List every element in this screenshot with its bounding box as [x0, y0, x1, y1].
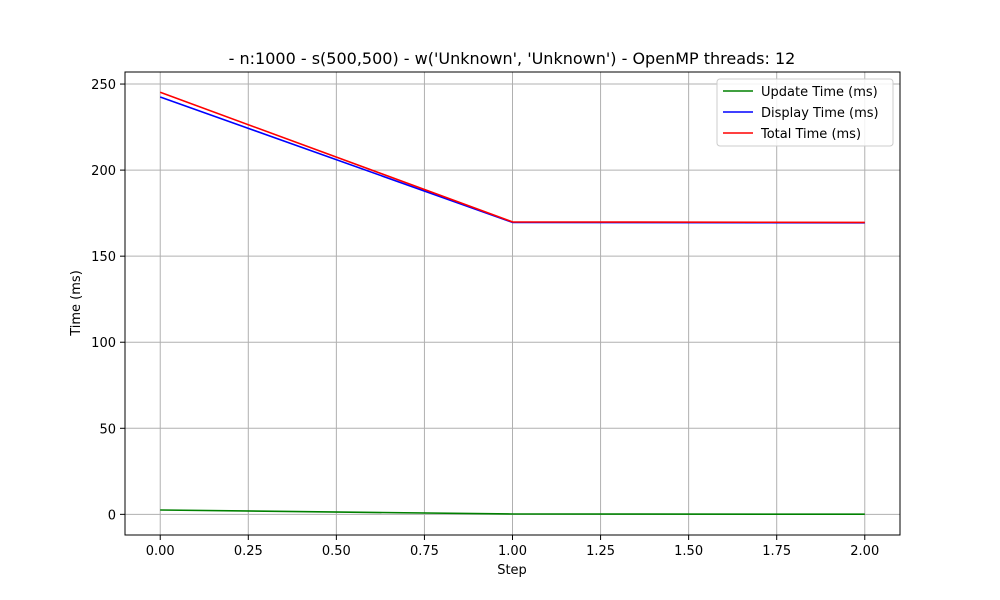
legend: Update Time (ms) Display Time (ms) Total T… — [716, 78, 894, 147]
y-axis-label: Time (ms) — [69, 270, 84, 337]
series-lines — [159, 91, 865, 516]
x-tick-label: 0.50 — [322, 544, 351, 559]
y-tick-label: 250 — [91, 78, 116, 93]
series-line-0 — [160, 509, 865, 516]
y-tick-label: 0 — [108, 508, 116, 523]
y-tick-label: 100 — [91, 336, 116, 351]
y-tick-label: 200 — [91, 164, 116, 179]
legend-entry: Display Time (ms) — [761, 106, 879, 121]
series-line-2 — [159, 91, 865, 224]
x-tick-label: 1.00 — [498, 544, 527, 559]
chart-title: - n:1000 - s(500,500) - w('Unknown', 'Un… — [229, 49, 796, 68]
x-tick-label: 0.75 — [410, 544, 439, 559]
y-tick-label: 150 — [91, 250, 116, 265]
x-tick-label: 0.00 — [146, 544, 175, 559]
y-tick-label: 50 — [99, 422, 116, 437]
legend-box — [716, 78, 894, 147]
x-axis-label: Step — [497, 563, 527, 578]
legend-entry: Update Time (ms) — [761, 85, 878, 100]
legend-entry: Total Time (ms) — [760, 127, 861, 142]
x-tick-label: 1.50 — [674, 544, 703, 559]
x-tick-label: 1.25 — [586, 544, 615, 559]
x-tick-label: 0.25 — [234, 544, 263, 559]
x-tick-label: 2.00 — [850, 544, 879, 559]
x-tick-label: 1.75 — [762, 544, 791, 559]
axis-ticks: 0.00 0.25 0.50 0.75 1.00 1.25 1.50 1.75 2.00 0 50 1… — [91, 78, 879, 559]
